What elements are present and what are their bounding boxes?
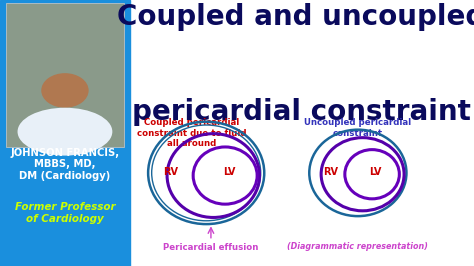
Text: Uncoupled pericardial
constraint: Uncoupled pericardial constraint [304, 118, 411, 138]
Text: (Diagrammatic representation): (Diagrammatic representation) [287, 242, 428, 251]
Ellipse shape [18, 108, 112, 156]
Text: RV: RV [163, 167, 178, 177]
Text: Coupled and uncoupled: Coupled and uncoupled [117, 3, 474, 31]
Text: RV: RV [323, 167, 338, 177]
Text: pericardial constraint: pericardial constraint [132, 98, 470, 126]
Ellipse shape [41, 73, 89, 108]
Bar [6, 3, 124, 147]
Text: LV: LV [223, 167, 235, 177]
Text: Pericardial effusion: Pericardial effusion [163, 243, 259, 252]
Bar [0, 0, 130, 266]
Text: LV: LV [369, 167, 382, 177]
Text: Former Professor
of Cardiology: Former Professor of Cardiology [15, 202, 115, 224]
Text: JOHNSON FRANCIS,
MBBS, MD,
DM (Cardiology): JOHNSON FRANCIS, MBBS, MD, DM (Cardiolog… [10, 148, 119, 181]
Text: Coupled pericardial
constraint due to fluid
all around: Coupled pericardial constraint due to fl… [137, 118, 247, 148]
